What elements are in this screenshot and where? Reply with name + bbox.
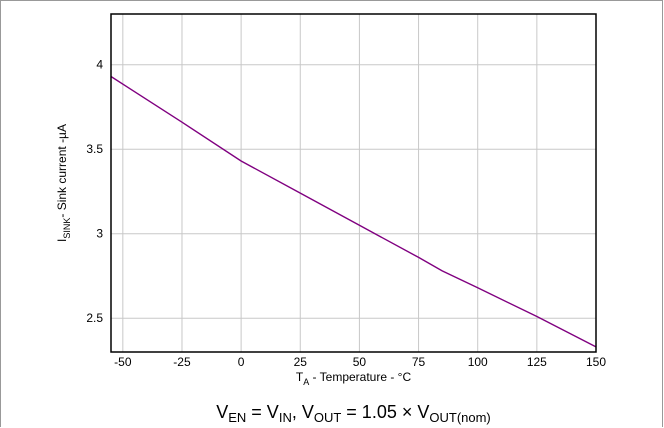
y-tick-label: 3.5 (86, 142, 103, 156)
x-tick-label: 50 (353, 355, 367, 369)
x-tick-labels: -50 -25 0 25 50 75 100 125 150 (114, 355, 606, 369)
caption-segment: V (216, 402, 228, 422)
x-axis-label: TA - Temperature - °C (296, 370, 412, 387)
x-tick-label: -50 (114, 355, 132, 369)
caption-segment: IN (279, 410, 292, 425)
y-axis-label-sub: SINK (62, 218, 72, 239)
x-axis-label-rest: - Temperature - °C (309, 370, 411, 384)
series-group (110, 75, 597, 348)
x-tick-label: 25 (294, 355, 308, 369)
caption-segment: EN (228, 410, 246, 425)
y-tick-label: 3 (96, 227, 103, 241)
x-tick-label: -25 (173, 355, 191, 369)
x-tick-label: 100 (468, 355, 488, 369)
caption-segment: = V (246, 402, 279, 422)
plot-border (110, 13, 597, 353)
series-line-0 (110, 75, 597, 348)
y-tick-label: 4 (96, 58, 103, 72)
x-tick-label: 75 (412, 355, 426, 369)
x-axis-label-sub: A (303, 377, 309, 387)
caption-segment: = 1.05 × V (341, 402, 429, 422)
y-axis-label-main: I (55, 239, 69, 242)
chart-caption: VEN = VIN, VOUT = 1.05 × VOUT(nom) (216, 402, 491, 425)
y-tick-label: 2.5 (86, 311, 103, 325)
caption-segment: , V (292, 402, 314, 422)
x-tick-label: 150 (586, 355, 606, 369)
x-axis-label-main: T (296, 370, 304, 384)
grid (111, 14, 597, 352)
x-tick-label: 125 (527, 355, 547, 369)
caption-segment: OUT(nom) (429, 410, 490, 425)
y-tick-labels: 2.5 3 3.5 4 (86, 58, 103, 326)
x-tick-label: 0 (238, 355, 245, 369)
caption-segment: OUT (314, 410, 342, 425)
y-axis-label: ISINK- Sink current -µA (55, 124, 72, 242)
y-axis-label-rest: - Sink current -µA (55, 124, 69, 218)
